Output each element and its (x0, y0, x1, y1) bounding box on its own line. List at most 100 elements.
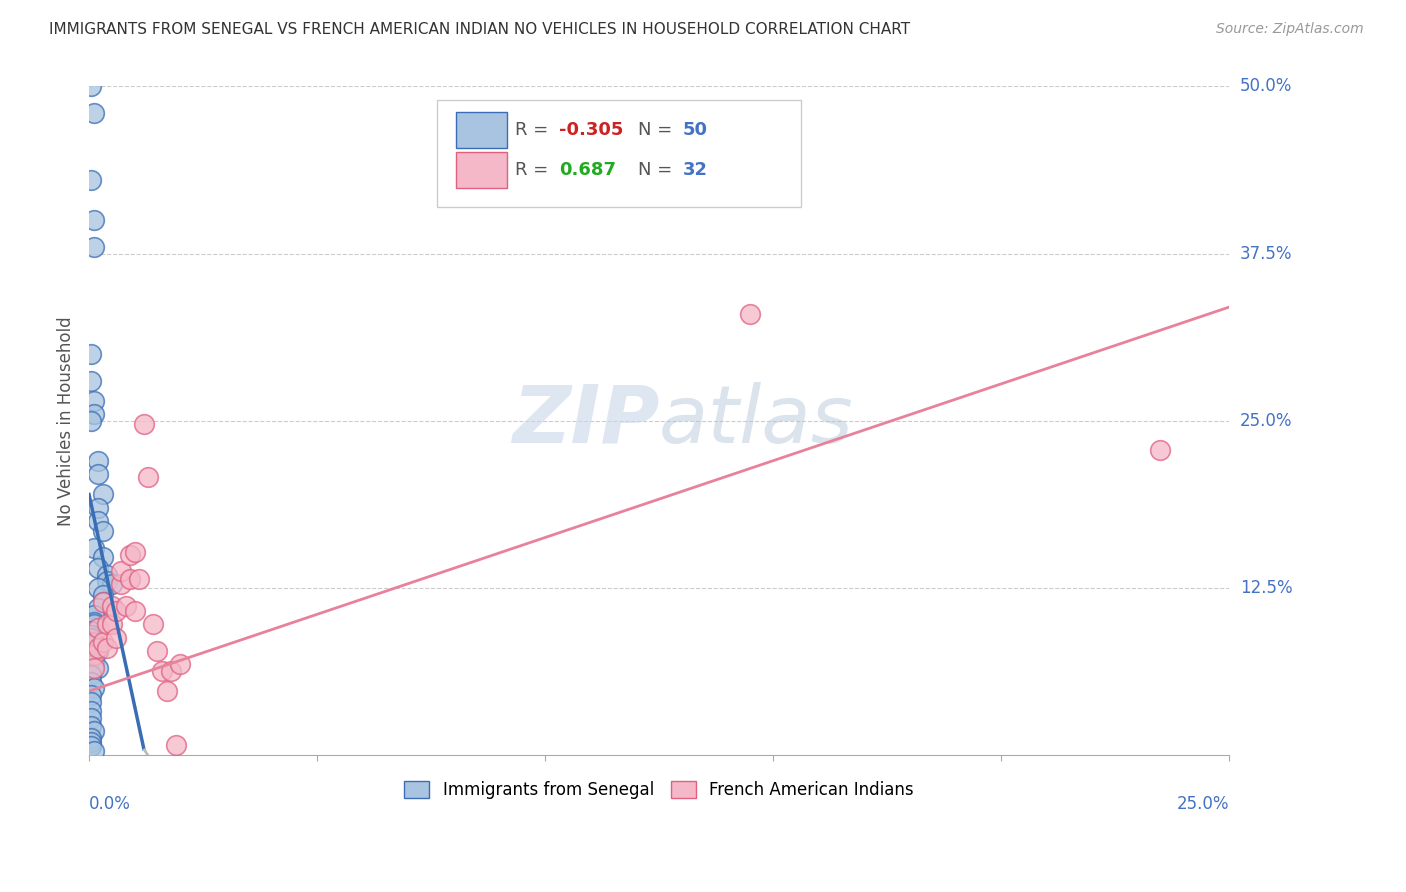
Point (87, 601, 110, 615)
Point (80, 624, 103, 638)
Text: 0.0%: 0.0% (89, 796, 131, 814)
Point (80, 668, 103, 682)
Text: N =: N = (638, 161, 679, 179)
Point (120, 548, 142, 562)
Point (142, 617, 165, 632)
Text: 50: 50 (683, 121, 707, 139)
Point (80, 628, 103, 642)
Point (110, 577, 132, 591)
Text: Source: ZipAtlas.com: Source: ZipAtlas.com (1216, 22, 1364, 37)
Point (83, 541, 105, 555)
Point (87, 500, 110, 515)
Point (80, 79, 103, 94)
Point (87, 641, 110, 656)
Point (80, 739, 103, 753)
Point (96, 574, 118, 589)
Point (83, 744, 105, 758)
Point (80, 731, 103, 745)
Point (83, 657, 105, 672)
Point (105, 604, 128, 618)
Point (87, 514, 110, 528)
Point (80, 631, 103, 645)
Point (91, 524, 114, 538)
Point (80, 704, 103, 718)
Point (87, 621, 110, 635)
Point (80, 695, 103, 709)
Point (80, 688, 103, 702)
Text: 50.0%: 50.0% (1240, 78, 1292, 95)
FancyBboxPatch shape (456, 112, 508, 148)
Point (150, 664, 173, 678)
Point (80, 652, 103, 666)
Text: IMMIGRANTS FROM SENEGAL VS FRENCH AMERICAN INDIAN NO VEHICLES IN HOUSEHOLD CORRE: IMMIGRANTS FROM SENEGAL VS FRENCH AMERIC… (49, 22, 910, 37)
Point (146, 644, 169, 658)
Point (169, 657, 191, 672)
Text: R =: R = (516, 121, 554, 139)
FancyBboxPatch shape (456, 152, 508, 188)
Point (740, 307, 762, 321)
Point (87, 661, 110, 675)
Point (91, 594, 114, 608)
Point (1149, 443, 1171, 458)
Point (114, 599, 136, 613)
Point (80, 674, 103, 689)
Text: N =: N = (638, 121, 679, 139)
Text: 25.0%: 25.0% (1177, 796, 1229, 814)
Point (101, 617, 124, 632)
Point (91, 634, 114, 648)
Point (83, 681, 105, 696)
Text: 12.5%: 12.5% (1240, 579, 1292, 597)
Point (83, 724, 105, 739)
Point (96, 617, 118, 632)
Point (87, 644, 110, 658)
Text: 0.687: 0.687 (558, 161, 616, 179)
Point (87, 581, 110, 595)
FancyBboxPatch shape (437, 100, 801, 207)
Text: 25.0%: 25.0% (1240, 412, 1292, 430)
Point (91, 550, 114, 565)
Point (83, 213, 105, 227)
Point (83, 106, 105, 120)
Point (80, 173, 103, 187)
Point (83, 240, 105, 254)
Point (87, 467, 110, 482)
Point (138, 470, 160, 484)
Point (91, 588, 114, 602)
Point (160, 664, 183, 678)
Point (124, 545, 146, 559)
Point (83, 637, 105, 651)
Point (83, 648, 105, 662)
Point (83, 634, 105, 648)
Point (96, 567, 118, 582)
Y-axis label: No Vehicles in Household: No Vehicles in Household (58, 316, 75, 525)
Point (91, 594, 114, 608)
Point (80, 735, 103, 749)
Point (83, 607, 105, 622)
Point (83, 617, 105, 632)
Point (80, 347, 103, 361)
Point (96, 641, 118, 656)
Point (128, 572, 150, 586)
Point (155, 684, 177, 698)
Point (91, 487, 114, 501)
Point (83, 407, 105, 421)
Text: -0.305: -0.305 (558, 121, 623, 139)
Text: ZIP: ZIP (512, 382, 659, 460)
Point (87, 454, 110, 468)
Point (132, 417, 155, 431)
Point (101, 599, 124, 613)
Point (120, 572, 142, 586)
Point (83, 661, 105, 675)
Text: 32: 32 (683, 161, 707, 179)
Text: 37.5%: 37.5% (1240, 244, 1292, 262)
Text: atlas: atlas (659, 382, 853, 460)
Point (124, 604, 146, 618)
Text: R =: R = (516, 161, 560, 179)
Point (165, 738, 187, 752)
Point (105, 631, 128, 645)
Point (80, 719, 103, 733)
Point (83, 393, 105, 408)
Point (110, 564, 132, 578)
Point (101, 577, 124, 591)
Point (87, 561, 110, 575)
